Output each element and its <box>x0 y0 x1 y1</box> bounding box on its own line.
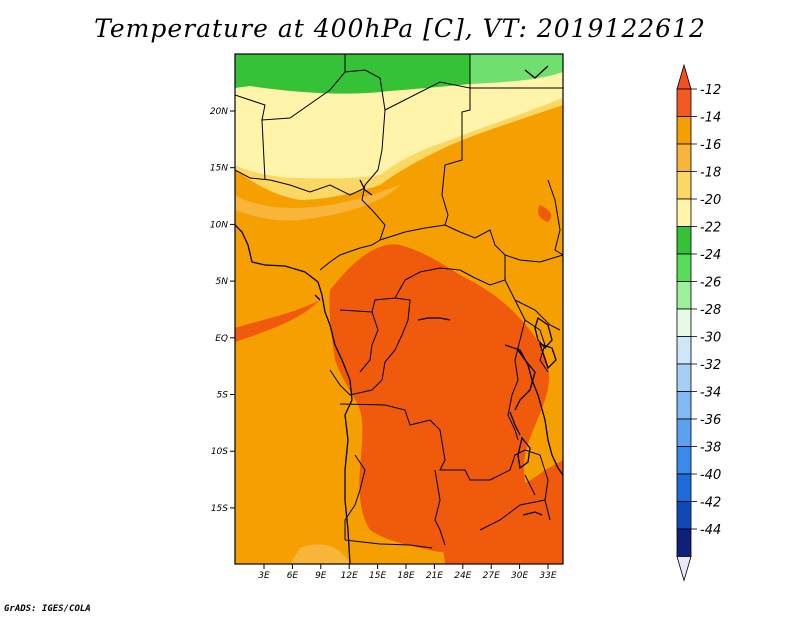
field-hot-west <box>235 300 320 342</box>
colorbar-swatch <box>676 226 692 255</box>
colorbar-label: -40 <box>700 468 721 483</box>
colorbar-label: -32 <box>700 358 721 373</box>
colorbar-swatch <box>676 418 692 447</box>
lat-tick-label: 15N <box>210 164 228 174</box>
colorbar-label: -14 <box>700 111 721 126</box>
lon-tick-label: 30E <box>511 571 528 581</box>
lat-tick-label: 10S <box>211 447 228 457</box>
temperature-field <box>235 54 563 564</box>
colorbar-swatch <box>676 391 692 420</box>
colorbar-label: -38 <box>700 441 721 456</box>
lon-tick-label: 9E <box>315 571 327 581</box>
colorbar-swatch <box>676 143 692 172</box>
colorbar: -12 -14 -16 -18 -20 -22 -24 -26 -28 -30 -32 -34 -36 -… <box>676 63 721 582</box>
coastline <box>235 65 563 564</box>
colorbar-swatch <box>676 198 692 227</box>
lon-tick-label: 12E <box>341 571 358 581</box>
colorbar-swatch <box>676 88 692 117</box>
colorbar-under-arrow <box>676 556 692 582</box>
lat-tick-label: EQ <box>215 334 228 344</box>
field-band-24 <box>470 54 563 84</box>
field-hot-core <box>329 244 550 554</box>
lon-tick-label: 27E <box>483 571 500 581</box>
longitude-axis: 3E 6E 9E 12E 15E 18E 21E 24E 27E 30E 33E <box>258 564 557 581</box>
lon-tick-label: 6E <box>287 571 299 581</box>
field-band-16 <box>235 185 400 221</box>
field-band-16-south <box>290 544 350 564</box>
colorbar-swatch <box>676 281 692 310</box>
colorbar-swatch <box>676 473 692 502</box>
colorbar-label: -42 <box>700 496 721 511</box>
lat-tick-label: 20N <box>210 107 228 117</box>
country-borders <box>235 54 563 549</box>
lon-tick-label: 18E <box>397 571 414 581</box>
colorbar-label: -12 <box>700 83 721 98</box>
lon-tick-label: 24E <box>454 571 471 581</box>
colorbar-over-arrow <box>676 63 692 90</box>
lat-tick-label: 5N <box>216 277 229 287</box>
colorbar-label: -22 <box>700 221 721 236</box>
colorbar-label: -16 <box>700 138 721 153</box>
colorbar-label: -26 <box>700 276 721 291</box>
chart-title: Temperature at 400hPa [C], VT: 201912261… <box>94 14 706 43</box>
lat-tick-label: 10N <box>210 220 228 230</box>
colorbar-label: -34 <box>700 386 721 401</box>
colorbar-swatch <box>676 528 692 557</box>
lon-tick-label: 3E <box>258 571 270 581</box>
colorbar-swatch <box>676 446 692 475</box>
lat-tick-label: 15S <box>211 504 228 514</box>
colorbar-swatch <box>676 501 692 530</box>
colorbar-label: -28 <box>700 303 721 318</box>
colorbar-swatch <box>676 116 692 145</box>
lon-tick-label: 33E <box>539 571 556 581</box>
field-hot-south <box>440 460 563 564</box>
colorbar-swatch <box>676 336 692 365</box>
colorbar-label: -44 <box>700 523 721 538</box>
colorbar-label: -20 <box>700 193 721 208</box>
colorbar-label: -24 <box>700 248 721 263</box>
colorbar-swatch <box>676 171 692 200</box>
colorbar-label: -30 <box>700 331 721 346</box>
grads-credit: GrADS: IGES/COLA <box>4 604 91 614</box>
lat-tick-label: 5S <box>217 391 229 401</box>
colorbar-label: -18 <box>700 166 721 181</box>
colorbar-label: -36 <box>700 413 721 428</box>
colorbar-swatch <box>676 253 692 282</box>
colorbar-swatch <box>676 363 692 392</box>
colorbar-swatch <box>676 308 692 337</box>
latitude-axis: 20N 15N 10N 5N EQ 5S 10S 15S <box>210 107 235 514</box>
lon-tick-label: 15E <box>369 571 386 581</box>
map-frame <box>234 53 564 565</box>
lon-tick-label: 21E <box>426 571 443 581</box>
